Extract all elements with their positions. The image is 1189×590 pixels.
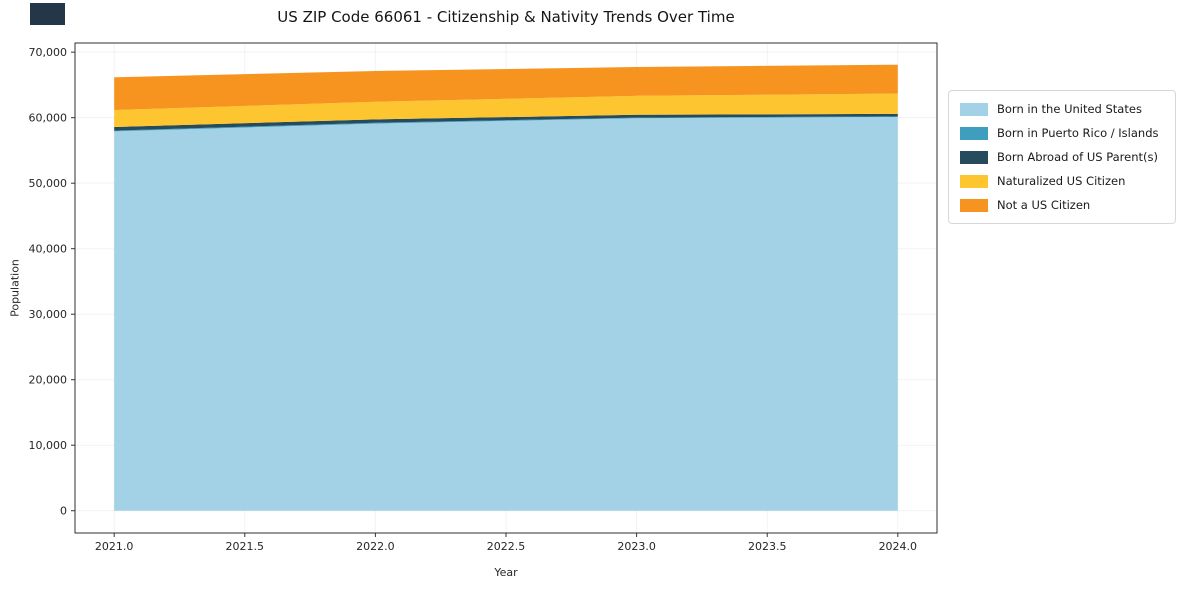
legend-swatch (960, 150, 988, 164)
legend-label: Born Abroad of US Parent(s) (997, 150, 1158, 164)
y-tick-label: 70,000 (29, 46, 68, 59)
area-naturalized-us-citizen (114, 93, 898, 127)
y-tick-label: 50,000 (29, 177, 68, 190)
y-tick-label: 0 (60, 505, 67, 518)
plot-border (74, 42, 938, 534)
y-tick-label: 10,000 (29, 439, 68, 452)
area-not-a-us-citizen (114, 64, 898, 110)
legend-label: Born in the United States (997, 102, 1142, 116)
area-born-in-the-united-states (114, 117, 898, 511)
legend-item: Not a US Citizen (960, 198, 1159, 212)
x-tick-label: 2023.5 (748, 540, 787, 553)
area-born-abroad-of-us-parent-s (114, 113, 898, 131)
legend-swatch (960, 126, 988, 140)
legend-item: Naturalized US Citizen (960, 174, 1159, 188)
x-tick-label: 2023.0 (617, 540, 656, 553)
x-tick-label: 2021.5 (226, 540, 265, 553)
y-tick-label: 60,000 (29, 112, 68, 125)
legend-label: Naturalized US Citizen (997, 174, 1126, 188)
top-left-dark-box (30, 3, 65, 25)
legend-label: Born in Puerto Rico / Islands (997, 126, 1159, 140)
legend-swatch (960, 198, 988, 212)
y-tick-label: 30,000 (29, 308, 68, 321)
y-tick-label: 20,000 (29, 374, 68, 387)
x-tick-label: 2022.0 (356, 540, 395, 553)
legend-item: Born Abroad of US Parent(s) (960, 150, 1159, 164)
legend-swatch (960, 174, 988, 188)
y-axis-label: Population (8, 259, 22, 317)
legend-label: Not a US Citizen (997, 198, 1091, 212)
x-tick-label: 2024.0 (879, 540, 918, 553)
legend-item: Born in the United States (960, 102, 1159, 116)
legend-item: Born in Puerto Rico / Islands (960, 126, 1159, 140)
x-tick-label: 2022.5 (487, 540, 526, 553)
y-tick-label: 40,000 (29, 243, 68, 256)
x-tick-label: 2021.0 (95, 540, 134, 553)
x-axis-label: Year (494, 566, 518, 579)
legend-swatch (960, 102, 988, 116)
legend: Born in the United States Born in Puerto … (948, 90, 1176, 224)
chart-title: US ZIP Code 66061 - Citizenship & Nativi… (277, 8, 735, 26)
